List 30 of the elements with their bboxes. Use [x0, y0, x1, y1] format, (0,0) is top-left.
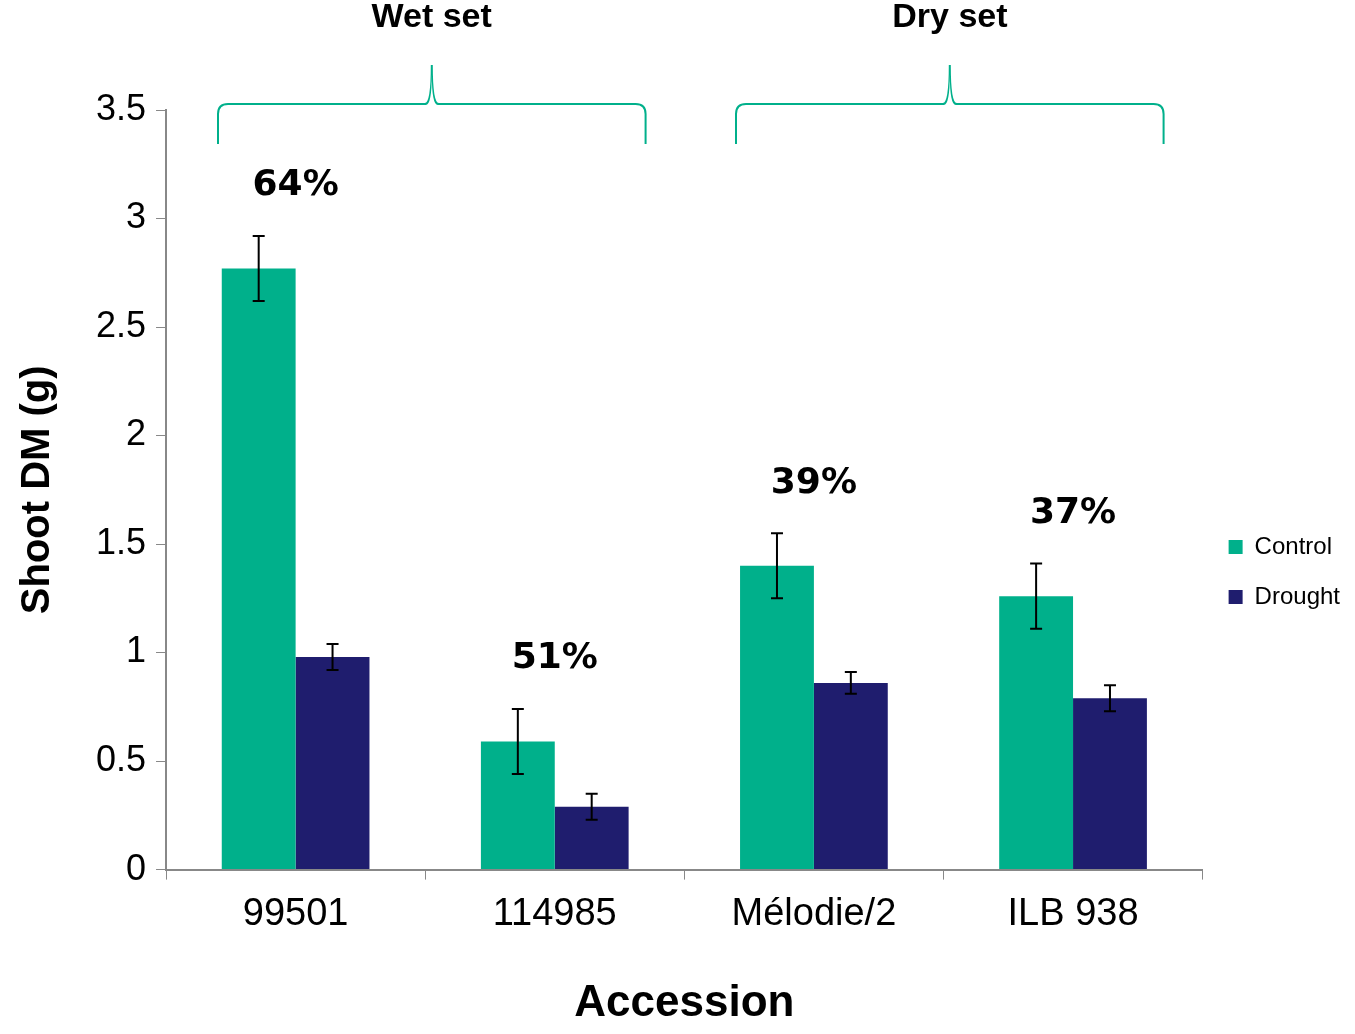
- bar: [221, 268, 296, 870]
- annotation: 37%: [1029, 489, 1117, 531]
- y-axis-title: Shoot DM (g): [13, 365, 58, 615]
- x-tick-label: ILB 938: [1007, 890, 1139, 933]
- bar: [295, 656, 370, 870]
- text: Wet set: [371, 0, 492, 35]
- text: Dry set: [892, 0, 1008, 35]
- y-tick-label: 3.5: [96, 86, 147, 128]
- y-tick-label: 1.5: [96, 520, 147, 562]
- bar: [999, 596, 1074, 870]
- bar: [554, 806, 629, 870]
- legend-label: Control: [1254, 531, 1332, 559]
- bar: [1073, 698, 1147, 870]
- bar: [480, 741, 555, 870]
- x-tick-label: 114985: [492, 890, 617, 933]
- y-tick-label: 3: [126, 195, 147, 237]
- annotation: 51%: [511, 635, 598, 677]
- y-tick-label: 2: [126, 412, 147, 454]
- annotation: 39%: [770, 459, 857, 501]
- annotation: 64%: [252, 162, 339, 204]
- y-tick-label: 2.5: [96, 303, 147, 345]
- bar: [813, 682, 888, 870]
- x-tick-label: 99501: [242, 890, 349, 933]
- bar: [740, 565, 814, 870]
- x-axis-title: Accession: [574, 975, 795, 1025]
- y-tick-label: 1: [126, 629, 147, 671]
- y-tick-label: 0: [126, 846, 147, 888]
- x-tick-label: Mélodie/2: [731, 890, 897, 933]
- y-tick-label: 0.5: [96, 738, 147, 780]
- legend-label: Drought: [1254, 581, 1341, 609]
